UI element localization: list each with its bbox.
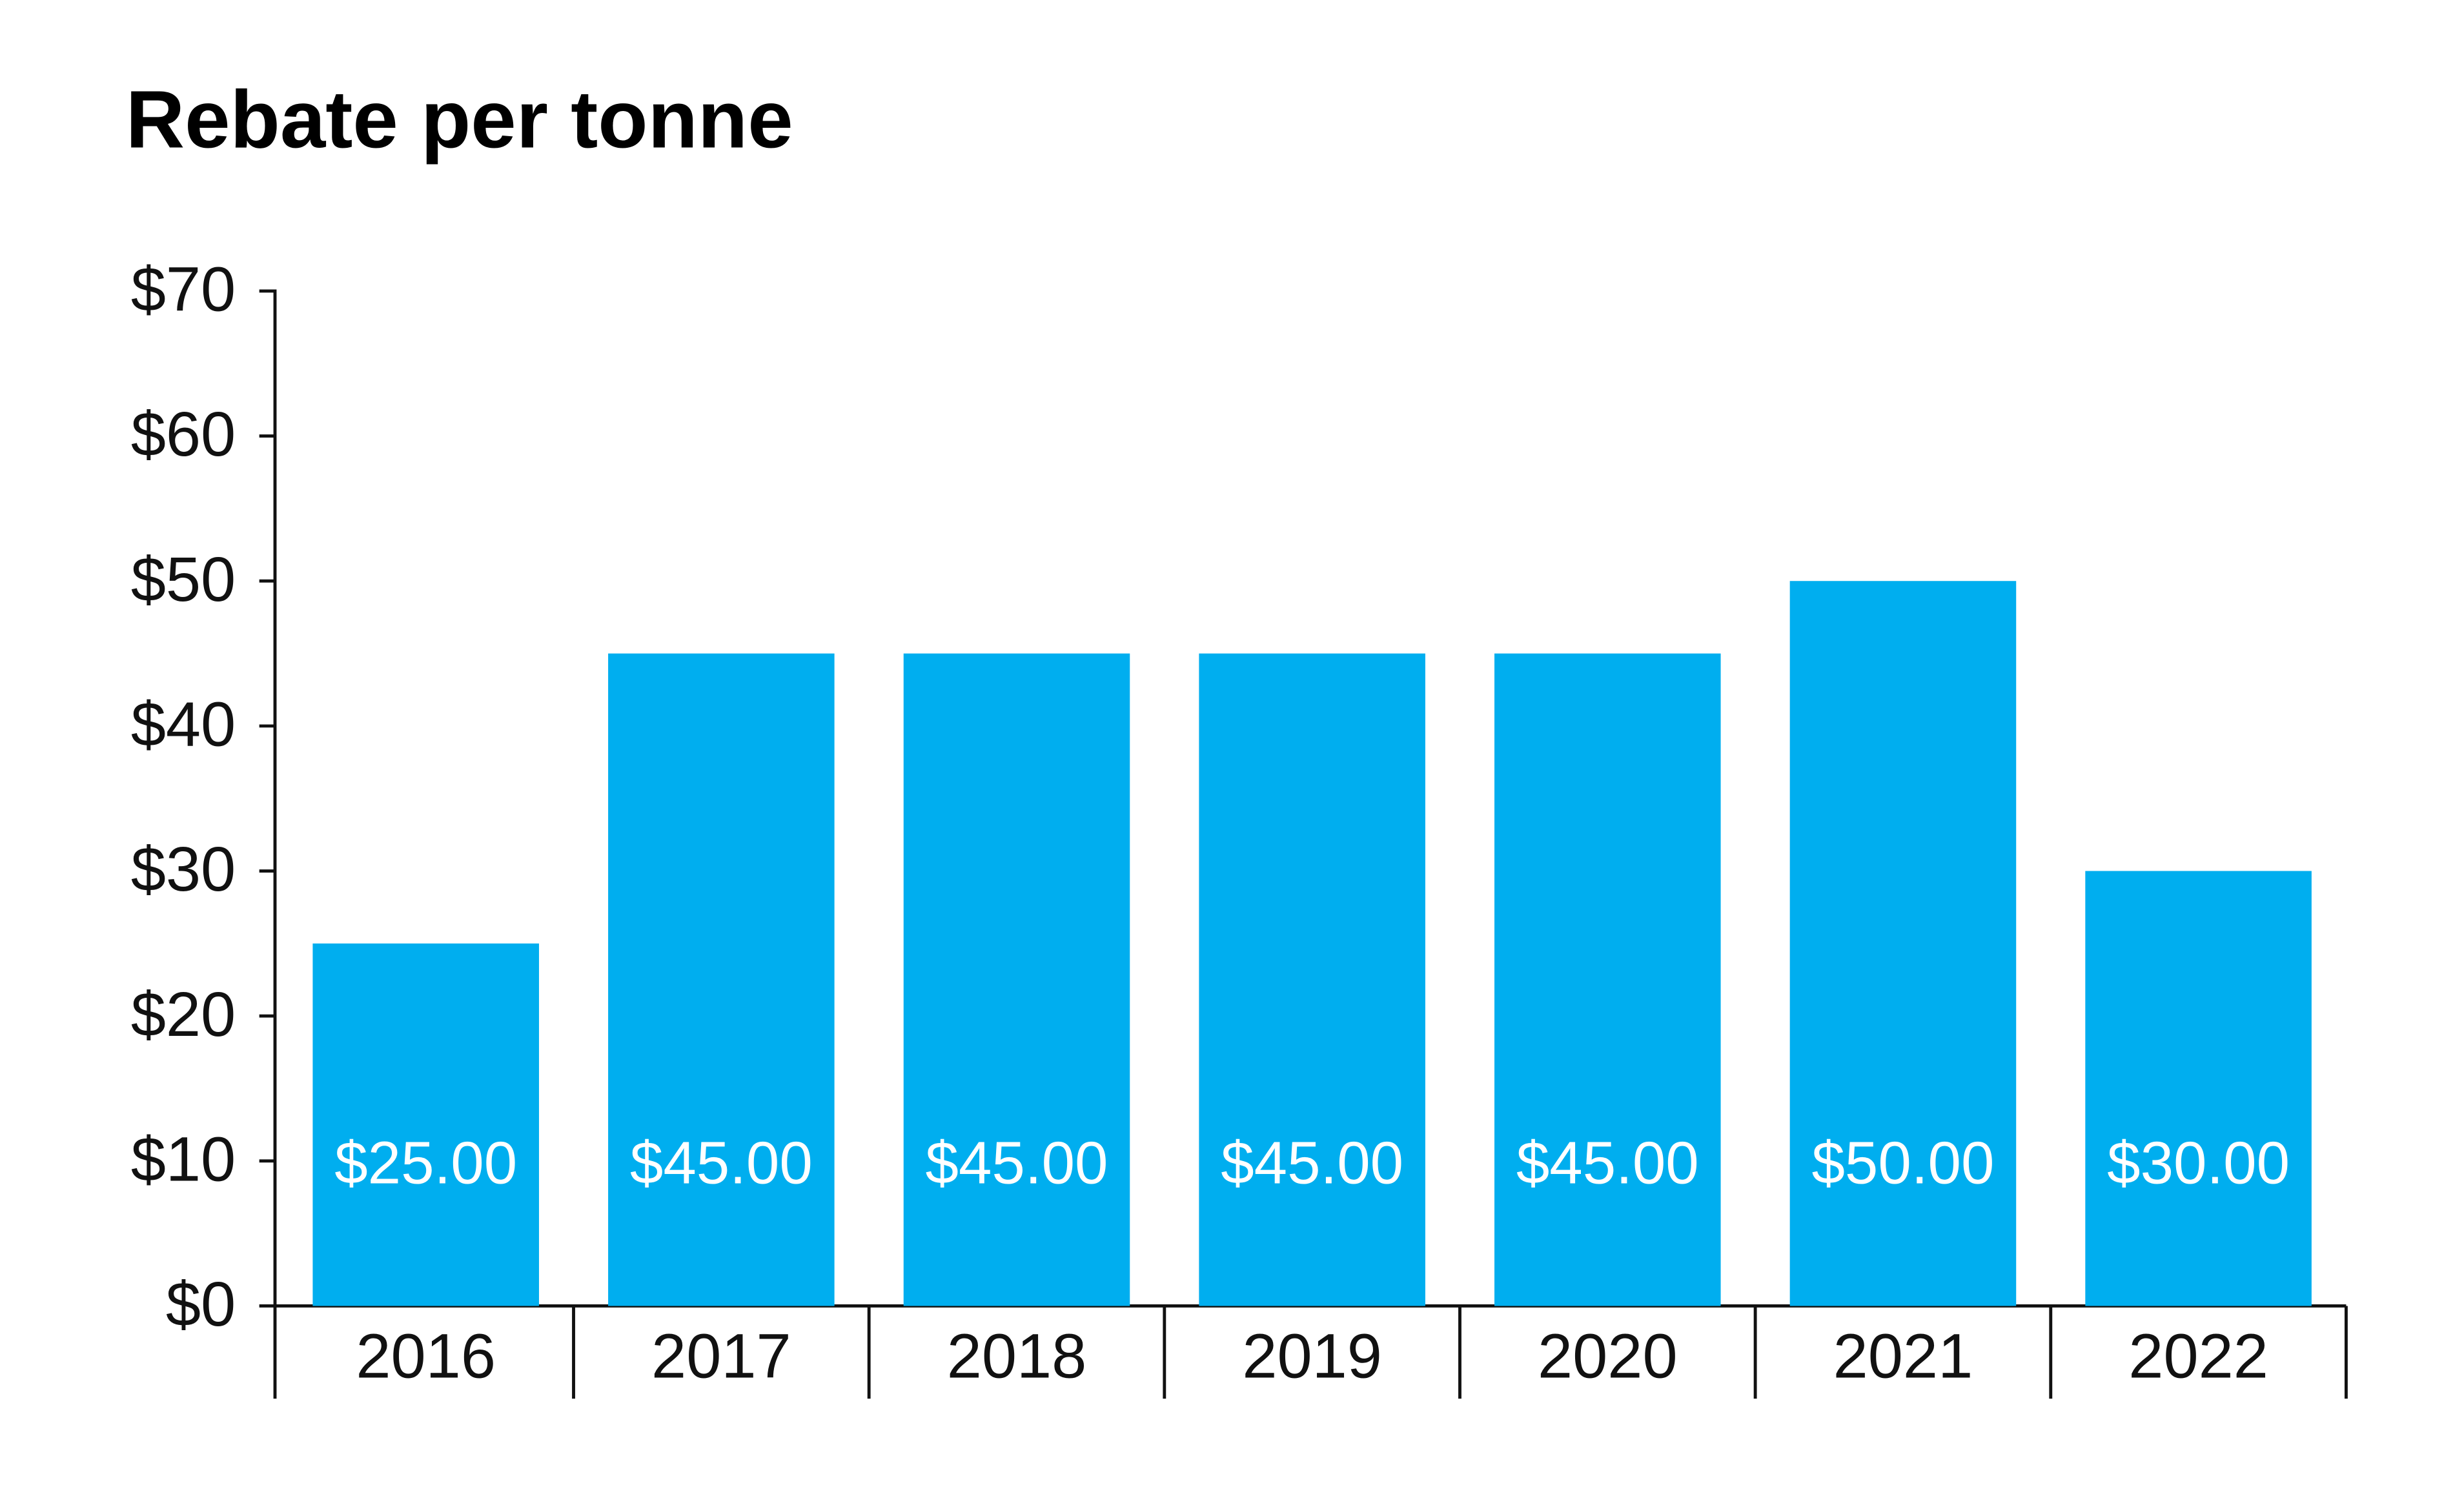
y-tick-label: $20 [131, 979, 236, 1049]
value-label: $45.00 [630, 1129, 813, 1197]
value-label: $25.00 [334, 1129, 517, 1197]
value-label: $45.00 [1221, 1129, 1403, 1197]
chart-title: Rebate per tonne [126, 74, 793, 165]
y-tick-label: $50 [131, 544, 236, 614]
x-tick-label: 2016 [356, 1320, 496, 1391]
bar [1199, 653, 1425, 1306]
bar [312, 943, 539, 1306]
bar [1494, 653, 1721, 1306]
bar [608, 653, 835, 1306]
x-tick-label: 2018 [947, 1320, 1087, 1391]
y-tick-label: $10 [131, 1124, 236, 1194]
value-label: $45.00 [926, 1129, 1108, 1197]
value-label: $50.00 [1811, 1129, 1994, 1197]
x-tick-label: 2017 [651, 1320, 791, 1391]
bar [1789, 581, 2017, 1306]
value-label: $30.00 [2107, 1129, 2290, 1197]
y-tick-label: $70 [131, 254, 236, 325]
bar [903, 653, 1130, 1306]
y-tick-label: $0 [166, 1269, 236, 1339]
x-tick-label: 2020 [1538, 1320, 1678, 1391]
x-tick-label: 2019 [1242, 1320, 1382, 1391]
y-tick-label: $30 [131, 834, 236, 904]
bar [2085, 871, 2312, 1306]
y-tick-label: $40 [131, 689, 236, 759]
x-tick-label: 2021 [1833, 1320, 1973, 1391]
x-tick-label: 2022 [2128, 1320, 2268, 1391]
value-label: $45.00 [1516, 1129, 1699, 1197]
y-tick-label: $60 [131, 399, 236, 469]
